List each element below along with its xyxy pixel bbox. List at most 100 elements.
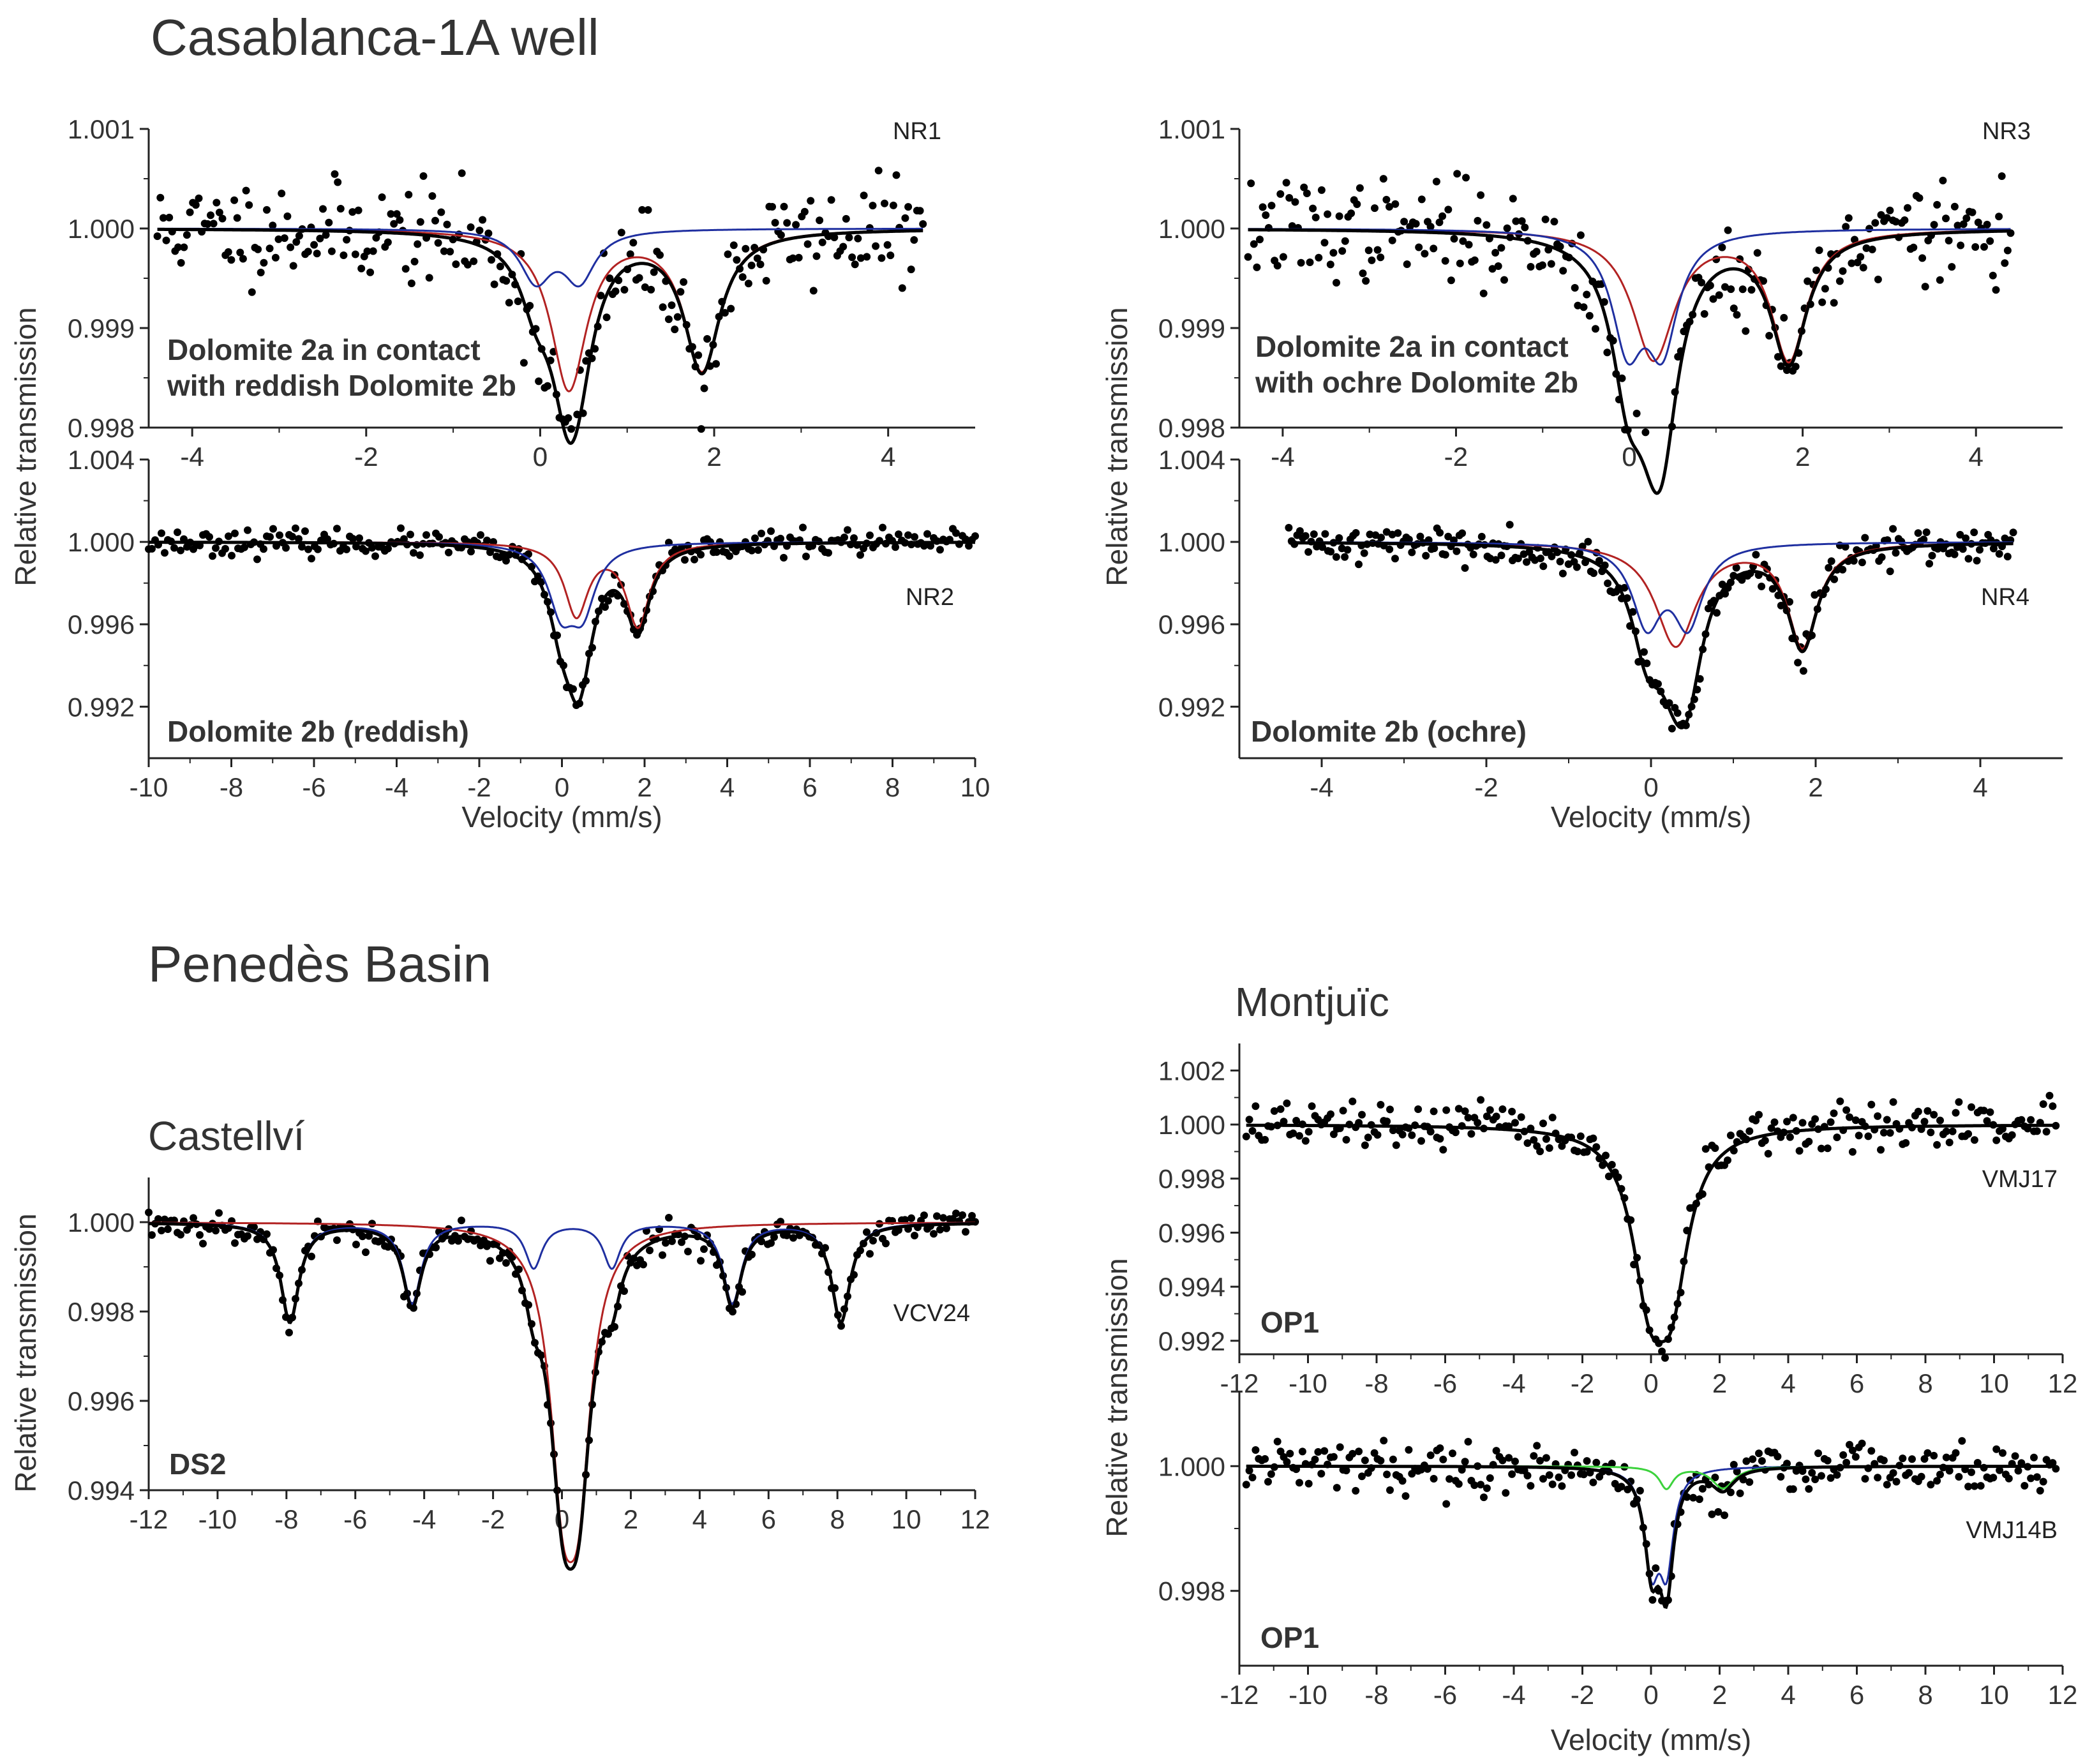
data-point xyxy=(1285,523,1293,532)
data-point xyxy=(348,208,357,216)
data-point xyxy=(856,254,865,262)
data-point xyxy=(748,546,756,555)
data-point xyxy=(1317,1470,1326,1478)
data-point xyxy=(1474,216,1482,225)
data-point xyxy=(467,223,475,231)
data-point xyxy=(1592,325,1599,333)
data-point xyxy=(1498,1456,1507,1465)
vcv24-xtick-label: 12 xyxy=(960,1504,990,1534)
data-point xyxy=(1536,555,1544,562)
vmj17-data-points xyxy=(1242,1091,2060,1362)
data-point xyxy=(1760,277,1767,285)
data-point xyxy=(1640,648,1648,656)
data-point xyxy=(414,240,422,248)
nr2-fit-total xyxy=(149,541,975,706)
heading-penedes: Penedès Basin xyxy=(148,936,491,992)
data-point xyxy=(1970,1482,1978,1490)
heading-montjuic: Montjuïc xyxy=(1235,979,1389,1025)
data-point xyxy=(271,253,280,262)
data-point xyxy=(319,205,327,213)
nr4-xlabel: Velocity (mm/s) xyxy=(1551,800,1751,833)
data-point xyxy=(1711,1474,1719,1481)
data-point xyxy=(502,557,510,565)
data-point xyxy=(733,256,741,264)
data-point xyxy=(869,1237,877,1245)
data-point xyxy=(1765,332,1774,340)
data-point xyxy=(340,251,348,259)
nr4-ytick-label: 1.004 xyxy=(1158,445,1225,475)
data-point xyxy=(1830,299,1838,307)
vmj17-xtick-label: 4 xyxy=(1781,1368,1795,1398)
data-point xyxy=(1370,1449,1378,1457)
data-point xyxy=(145,1208,153,1216)
data-point xyxy=(1818,298,1827,306)
data-point xyxy=(1950,202,1959,211)
data-point xyxy=(1808,1469,1816,1477)
data-point xyxy=(898,284,906,292)
vmj17-ytick-label: 0.998 xyxy=(1158,1164,1225,1194)
data-point xyxy=(936,1225,944,1234)
data-point xyxy=(1942,214,1950,223)
data-point xyxy=(1439,1455,1447,1463)
nr1-sample-code: NR1 xyxy=(893,118,941,145)
data-point xyxy=(1883,1116,1891,1124)
data-point xyxy=(1576,231,1585,239)
data-point xyxy=(1555,1473,1563,1481)
data-point xyxy=(1491,556,1500,564)
data-point xyxy=(1973,1459,1982,1467)
data-point xyxy=(1920,535,1928,544)
data-point xyxy=(228,551,235,560)
data-point xyxy=(1836,1097,1844,1105)
data-point xyxy=(939,1214,947,1222)
data-point xyxy=(505,299,513,307)
data-point xyxy=(1550,218,1558,226)
data-point xyxy=(1592,1143,1601,1151)
data-point xyxy=(1989,544,1998,553)
data-point xyxy=(463,260,472,269)
data-point xyxy=(1874,1474,1882,1482)
data-point xyxy=(514,297,522,306)
data-point xyxy=(331,170,339,178)
data-point xyxy=(1358,1110,1366,1119)
data-point xyxy=(2042,1128,2051,1136)
data-point xyxy=(1980,243,1988,251)
data-point xyxy=(872,242,880,250)
data-point xyxy=(1538,261,1546,269)
data-point xyxy=(1421,250,1429,258)
data-point xyxy=(1711,1144,1719,1152)
data-point xyxy=(177,258,185,267)
data-point xyxy=(1714,1508,1722,1516)
nr3-mid-tick-label: 0 xyxy=(1622,442,1636,472)
data-point xyxy=(962,1228,969,1236)
data-point xyxy=(396,216,404,224)
data-point xyxy=(445,548,452,557)
data-point xyxy=(1955,1098,1963,1106)
data-point xyxy=(1848,1147,1857,1156)
data-point xyxy=(1511,1457,1519,1465)
data-point xyxy=(1382,195,1391,204)
data-point xyxy=(1927,1128,1935,1137)
data-point xyxy=(1730,304,1738,313)
data-point xyxy=(1812,266,1820,274)
data-point xyxy=(1548,1114,1557,1121)
data-point xyxy=(1251,1102,1260,1110)
data-point xyxy=(1618,374,1626,382)
data-point xyxy=(783,1231,791,1239)
data-point xyxy=(2011,1452,2019,1460)
data-point xyxy=(269,221,277,230)
data-point xyxy=(1408,548,1416,557)
data-point xyxy=(1352,1486,1360,1495)
spectrum-nr4: 0.992 0.996 1.000 1.004 -4 -2 0 2 4 NR4 Dolomite 2… xyxy=(1158,445,2063,833)
data-point xyxy=(236,248,244,257)
data-point xyxy=(1392,1141,1400,1149)
data-point xyxy=(1764,1149,1772,1158)
vmj17-xtick-label: 10 xyxy=(1979,1368,2009,1398)
data-point xyxy=(624,1252,631,1260)
data-point xyxy=(697,425,705,433)
data-point xyxy=(1971,243,1980,251)
data-point xyxy=(535,377,543,385)
data-point xyxy=(1242,1132,1250,1140)
vcv24-xtick-label: -2 xyxy=(481,1504,505,1534)
data-point xyxy=(1986,1108,1994,1116)
